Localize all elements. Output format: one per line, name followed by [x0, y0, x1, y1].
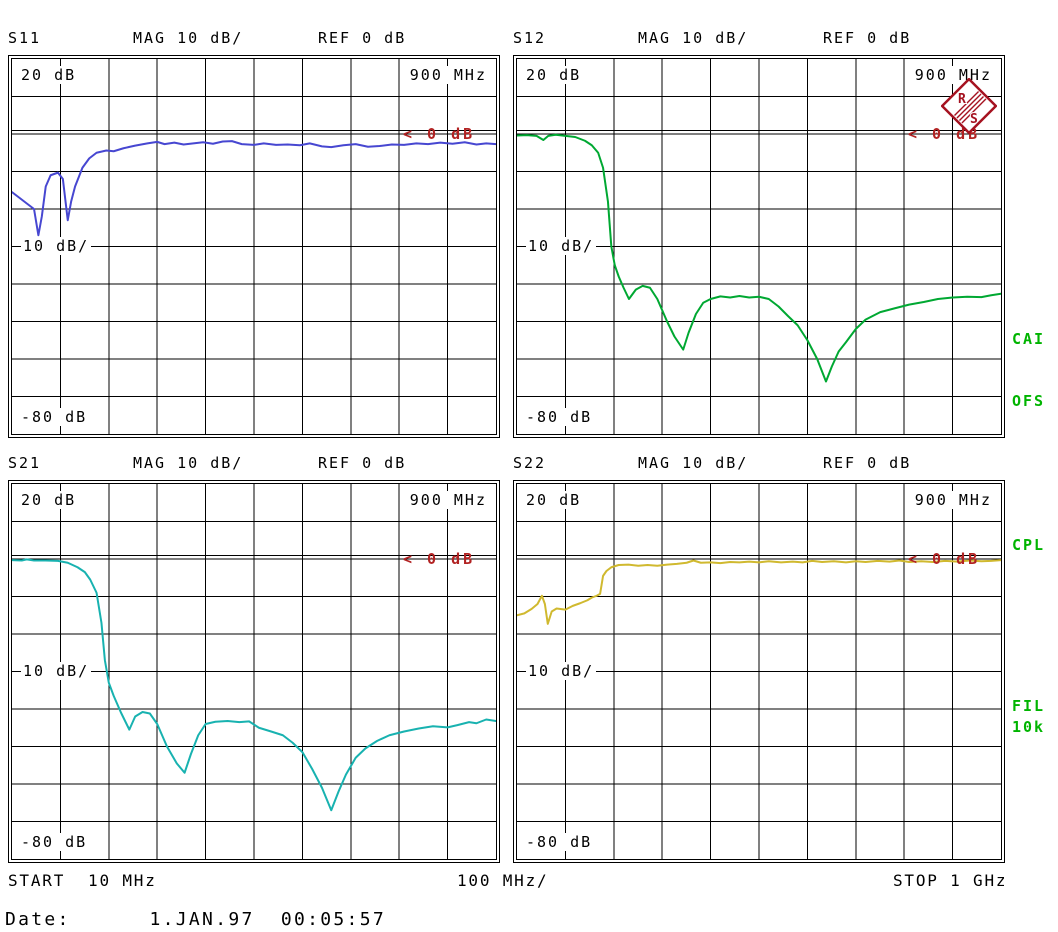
logo-letter-r: R	[958, 92, 966, 107]
rohde-schwarz-logo-icon: R S	[941, 78, 997, 134]
s21-ref-label: REF 0 dB	[318, 454, 407, 472]
s11-min-level-label: -80 dB	[19, 408, 90, 426]
s11-chart	[12, 59, 496, 434]
softkey-10k-label: 10k	[1012, 718, 1046, 736]
s21-chart	[12, 484, 496, 859]
s11-marker-freq-label: 900 MHz	[407, 66, 489, 84]
s22-param-label: S22	[513, 454, 547, 472]
s11-scale-per-div-label: 10 dB/	[21, 237, 92, 255]
s12-ref-label: REF 0 dB	[823, 29, 912, 47]
s12-scale-per-div-label: 10 dB/	[526, 237, 597, 255]
s11-format-label: MAG 10 dB/	[133, 29, 244, 47]
s11-ref-level-marker: < 0 dB	[403, 125, 476, 143]
s21-param-label: S21	[8, 454, 42, 472]
softkey-cpl-label: CPL	[1012, 536, 1046, 554]
s21-scale-per-div-label: 10 dB/	[21, 662, 92, 680]
s22-marker-freq-label: 900 MHz	[912, 491, 994, 509]
sweep-stop-label: STOP 1 GHz	[893, 871, 1008, 890]
sweep-per-div-label: 100 MHz/	[457, 871, 549, 890]
s22-max-level-label: 20 dB	[524, 491, 584, 509]
logo-letter-s: S	[970, 112, 978, 127]
s21-plot-panel: 20 dB 900 MHz 10 dB/ -80 dB < 0 dB	[8, 480, 500, 863]
s12-max-level-label: 20 dB	[524, 66, 584, 84]
s12-marker-freq-label: 900 MHz	[912, 66, 994, 84]
s21-min-level-label: -80 dB	[19, 833, 90, 851]
s12-plot-panel: 20 dB 900 MHz 10 dB/ -80 dB < 0 dB R S	[513, 55, 1005, 438]
softkey-ofs-label: OFS	[1012, 392, 1046, 410]
sweep-start-label: START 10 MHz	[8, 871, 157, 890]
s22-scale-per-div-label: 10 dB/	[526, 662, 597, 680]
s22-format-label: MAG 10 dB/	[638, 454, 749, 472]
date-time-label: Date: 1.JAN.97 00:05:57	[5, 909, 386, 930]
s21-marker-freq-label: 900 MHz	[407, 491, 489, 509]
s22-chart	[517, 484, 1001, 859]
s22-min-level-label: -80 dB	[524, 833, 595, 851]
s12-format-label: MAG 10 dB/	[638, 29, 749, 47]
s11-ref-label: REF 0 dB	[318, 29, 407, 47]
s22-ref-level-marker: < 0 dB	[908, 550, 981, 568]
s12-min-level-label: -80 dB	[524, 408, 595, 426]
s12-param-label: S12	[513, 29, 547, 47]
s21-format-label: MAG 10 dB/	[133, 454, 244, 472]
s11-param-label: S11	[8, 29, 42, 47]
s21-ref-level-marker: < 0 dB	[403, 550, 476, 568]
s11-max-level-label: 20 dB	[19, 66, 79, 84]
s21-max-level-label: 20 dB	[19, 491, 79, 509]
softkey-fil-label: FIL	[1012, 697, 1046, 715]
softkey-cai-label: CAI	[1012, 330, 1046, 348]
s22-plot-panel: 20 dB 900 MHz 10 dB/ -80 dB < 0 dB	[513, 480, 1005, 863]
s12-chart	[517, 59, 1001, 434]
s22-ref-label: REF 0 dB	[823, 454, 912, 472]
s11-plot-panel: 20 dB 900 MHz 10 dB/ -80 dB < 0 dB	[8, 55, 500, 438]
